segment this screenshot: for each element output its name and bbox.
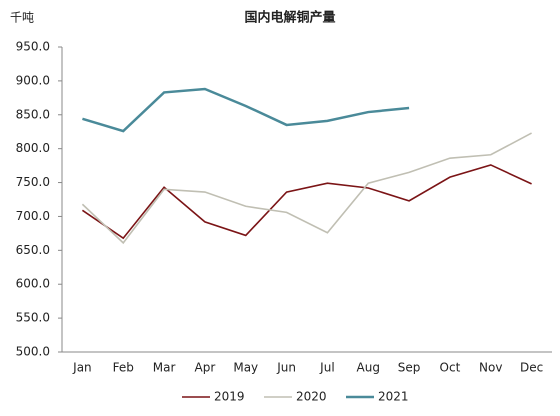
y-tick-label: 600.0 (16, 277, 50, 291)
x-tick-label: Aug (357, 361, 380, 375)
y-tick-label: 500.0 (16, 345, 50, 359)
y-tick-label: 900.0 (16, 73, 50, 87)
y-axis-unit: 千吨 (10, 11, 34, 25)
y-tick-label: 800.0 (16, 141, 50, 155)
series-line (82, 87, 410, 133)
y-tick-label: 750.0 (16, 175, 50, 189)
y-tick-label: 950.0 (16, 40, 50, 54)
legend-label: 2020 (296, 390, 327, 404)
x-tick-label: Dec (520, 361, 543, 375)
x-tick-label: Feb (113, 361, 134, 375)
x-tick-label: Apr (195, 361, 216, 375)
x-tick-label: Nov (479, 361, 502, 375)
y-tick-label: 550.0 (16, 311, 50, 325)
legend-label: 2021 (378, 390, 409, 404)
series-line (81, 132, 532, 245)
y-tick-label: 850.0 (16, 107, 50, 121)
y-tick-label: 650.0 (16, 243, 50, 257)
series-line (81, 164, 532, 240)
x-tick-label: Jul (319, 361, 334, 375)
x-tick-label: Sep (398, 361, 421, 375)
legend-label: 2019 (214, 390, 245, 404)
x-tick-label: Mar (153, 361, 176, 375)
x-tick-label: May (233, 361, 258, 375)
y-tick-label: 700.0 (16, 209, 50, 223)
x-tick-label: Jan (72, 361, 92, 375)
x-tick-label: Oct (440, 361, 461, 375)
chart-title: 国内电解铜产量 (244, 10, 335, 26)
x-tick-label: Jun (276, 361, 296, 375)
